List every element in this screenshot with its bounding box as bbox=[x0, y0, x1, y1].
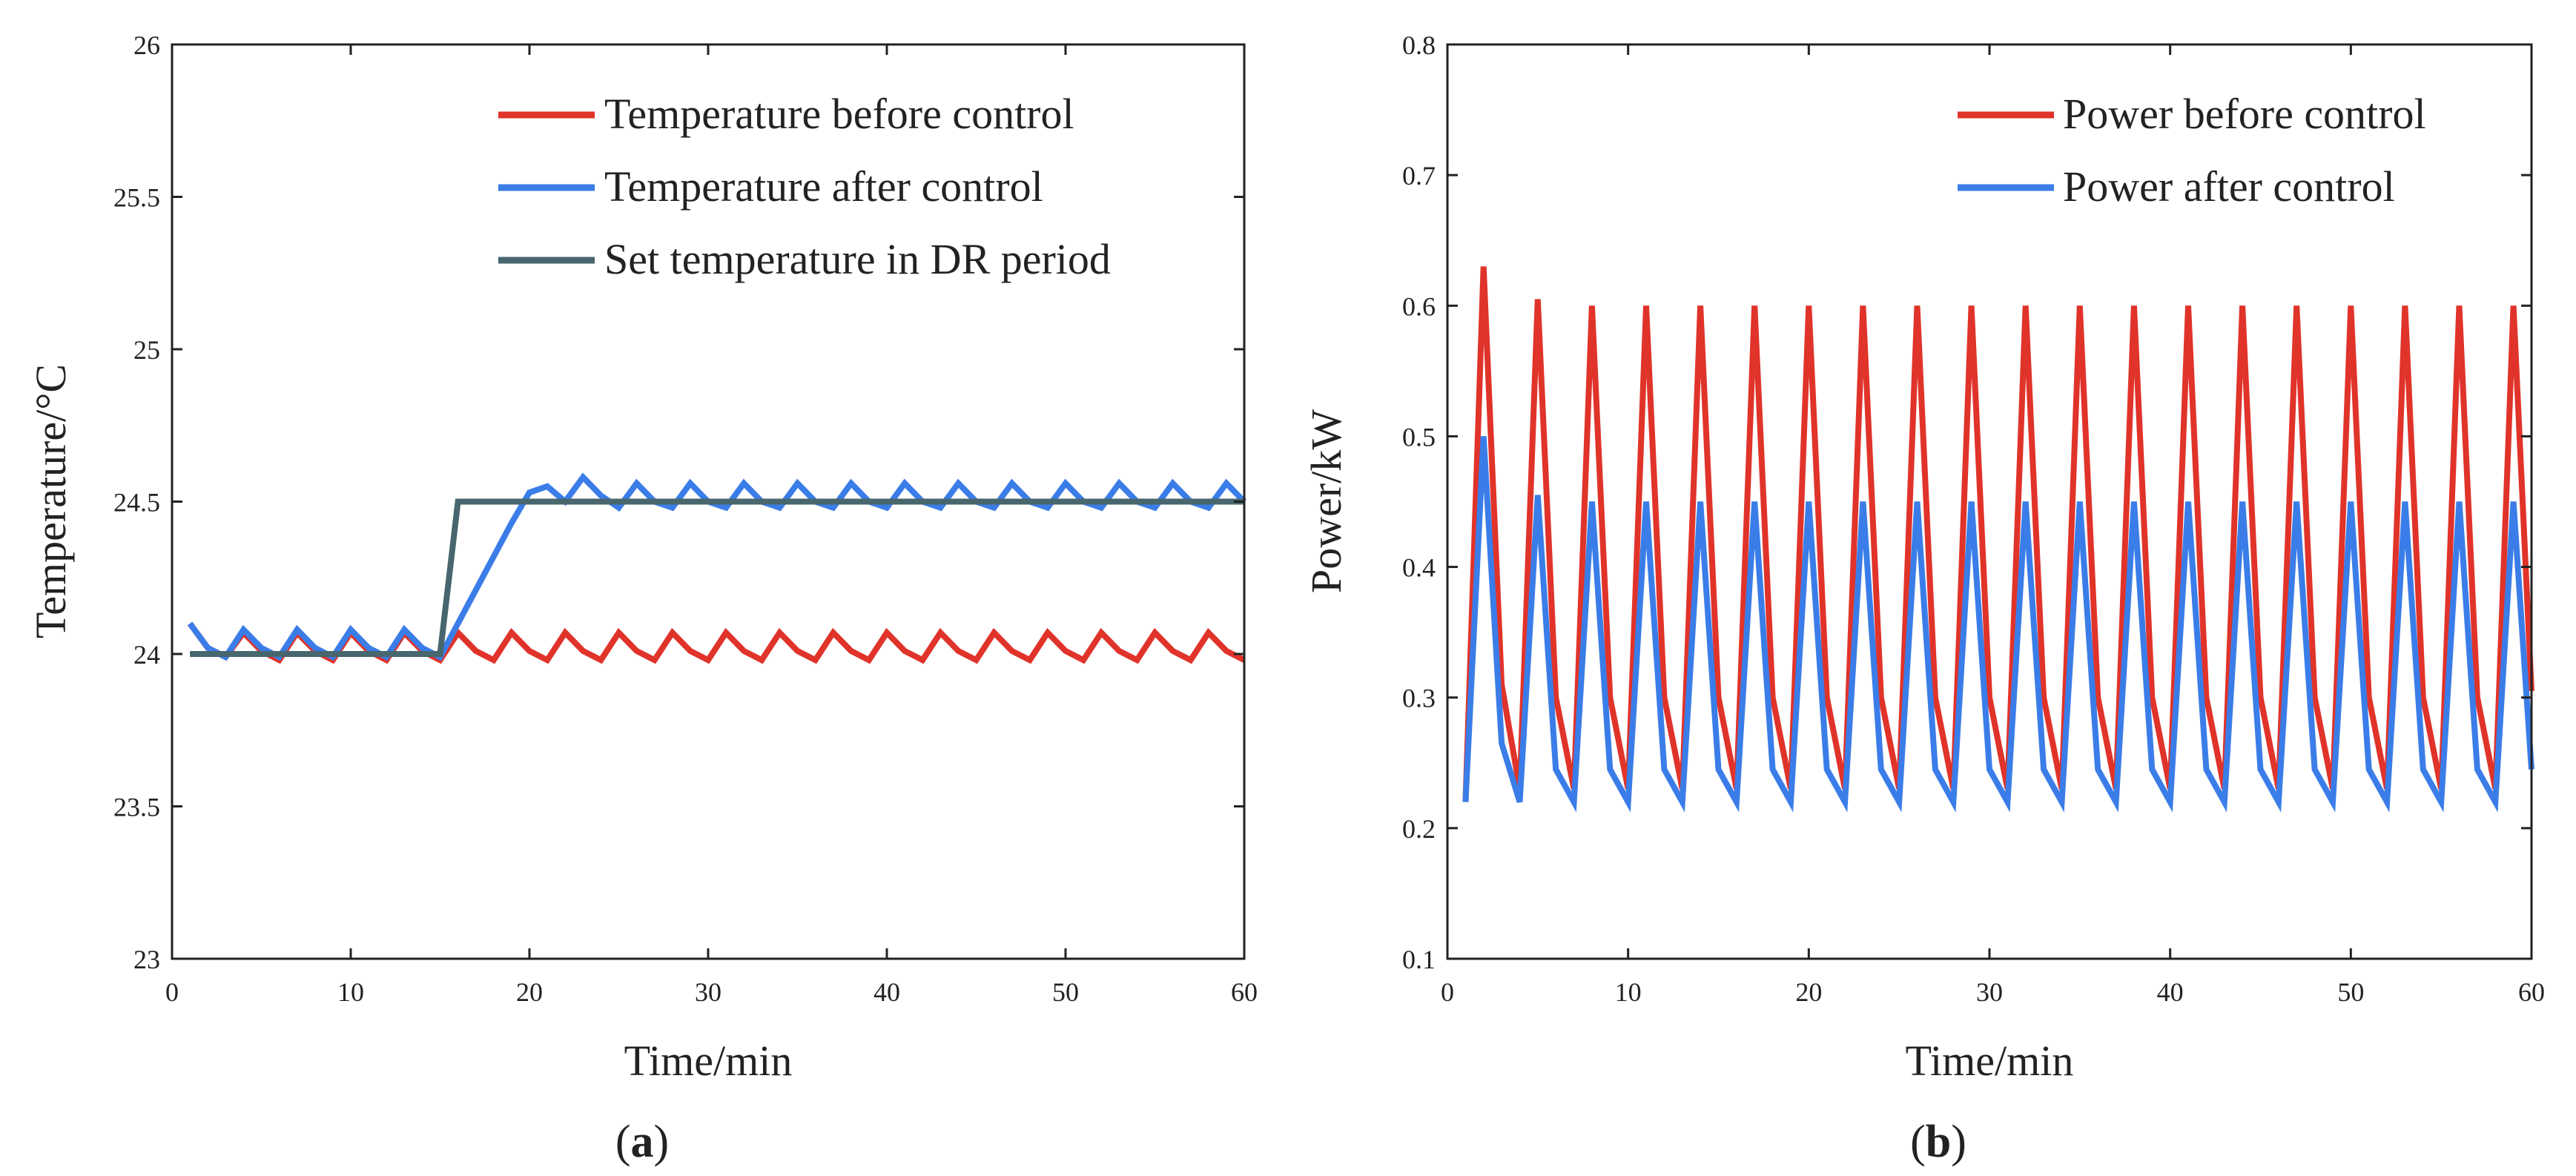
panel-b-y-tick-label: 0.6 bbox=[1402, 291, 1436, 321]
panel-b-legend: Power before control Power after control bbox=[1958, 90, 2426, 211]
panel-a-series-2-line bbox=[190, 498, 1244, 657]
panel-b-power-chart: 0 10 20 30 40 50 60 0.1 0.2 0.3 0.4 0.5 0.6 0.7 0.8 Po… bbox=[1302, 30, 2545, 1167]
panel-a-temperature-chart: 0 10 20 30 40 50 60 23 23.5 24 24.5 25 25.5 26 Temper… bbox=[27, 30, 1258, 1167]
panel-b-caption: (b) bbox=[1910, 1117, 1966, 1167]
panel-a-y-axis-title: Temperature/°C bbox=[27, 364, 75, 638]
panel-a-y-tick-label: 25.5 bbox=[113, 183, 160, 213]
panel-a-legend: Temperature before control Temperature a… bbox=[498, 90, 1111, 283]
panel-a-x-tick-label: 50 bbox=[1052, 977, 1079, 1007]
panel-a-x-tick-label: 40 bbox=[873, 977, 900, 1007]
panel-a-x-tick-label: 30 bbox=[695, 977, 721, 1007]
panel-b-y-tick-label: 0.3 bbox=[1402, 684, 1436, 713]
panel-b-series-layer bbox=[1462, 266, 2534, 813]
panel-b-y-tick-label: 0.7 bbox=[1402, 161, 1436, 191]
panel-b-y-tick-label: 0.5 bbox=[1402, 422, 1436, 452]
panel-a-x-tick-label: 0 bbox=[165, 977, 179, 1007]
panel-a-y-tick-label: 23 bbox=[133, 945, 160, 974]
legend-label-temperature-after: Temperature after control bbox=[604, 162, 1043, 211]
panel-b-y-tick-label: 0.2 bbox=[1402, 814, 1436, 844]
panel-b-x-tick-label: 40 bbox=[2157, 977, 2184, 1007]
legend-label-set-temperature: Set temperature in DR period bbox=[604, 235, 1111, 283]
panel-b-y-tick-label: 0.8 bbox=[1402, 30, 1436, 60]
panel-b-y-tick-label: 0.4 bbox=[1402, 553, 1436, 583]
panel-b-y-axis-title: Power/kW bbox=[1302, 409, 1350, 593]
panel-b-x-tick-label: 50 bbox=[2337, 977, 2364, 1007]
panel-a-x-tick-label: 60 bbox=[1231, 977, 1258, 1007]
panel-a-y-tick-label: 26 bbox=[133, 30, 160, 60]
panel-b-x-tick-label: 10 bbox=[1615, 977, 1642, 1007]
panel-b-x-axis-title: Time/min bbox=[1906, 1037, 2074, 1085]
panel-b-ticks: 0 10 20 30 40 50 60 0.1 0.2 0.3 0.4 0.5 0.6 0.7 0.8 bbox=[1402, 30, 2545, 1007]
panel-b-x-tick-label: 0 bbox=[1441, 977, 1454, 1007]
panel-a-x-tick-label: 10 bbox=[337, 977, 364, 1007]
panel-a-y-tick-label: 24.5 bbox=[113, 488, 160, 518]
panel-a-series-1-line bbox=[187, 472, 1246, 661]
panel-a-y-tick-label: 24 bbox=[133, 640, 160, 670]
panel-b-y-tick-label: 0.1 bbox=[1402, 945, 1436, 974]
panel-a-x-axis-title: Time/min bbox=[624, 1037, 793, 1085]
panel-b-series-0-line bbox=[1462, 266, 2534, 802]
panel-b-x-tick-label: 30 bbox=[1976, 977, 2003, 1007]
panel-a-y-tick-label: 25 bbox=[133, 335, 160, 365]
panel-b-series-1-line bbox=[1462, 436, 2534, 813]
panel-b-x-tick-label: 20 bbox=[1795, 977, 1822, 1007]
panel-a-y-tick-label: 23.5 bbox=[113, 793, 160, 822]
panel-a-caption: (a) bbox=[615, 1117, 669, 1167]
legend-label-temperature-before: Temperature before control bbox=[604, 90, 1074, 138]
panel-a-series-layer bbox=[187, 472, 1246, 664]
panel-b-x-tick-label: 60 bbox=[2518, 977, 2545, 1007]
panel-a-ticks: 0 10 20 30 40 50 60 23 23.5 24 24.5 25 25.5 26 bbox=[113, 30, 1258, 1007]
legend-label-power-before: Power before control bbox=[2063, 90, 2426, 138]
panel-a-x-tick-label: 20 bbox=[516, 977, 543, 1007]
legend-label-power-after: Power after control bbox=[2063, 162, 2395, 211]
